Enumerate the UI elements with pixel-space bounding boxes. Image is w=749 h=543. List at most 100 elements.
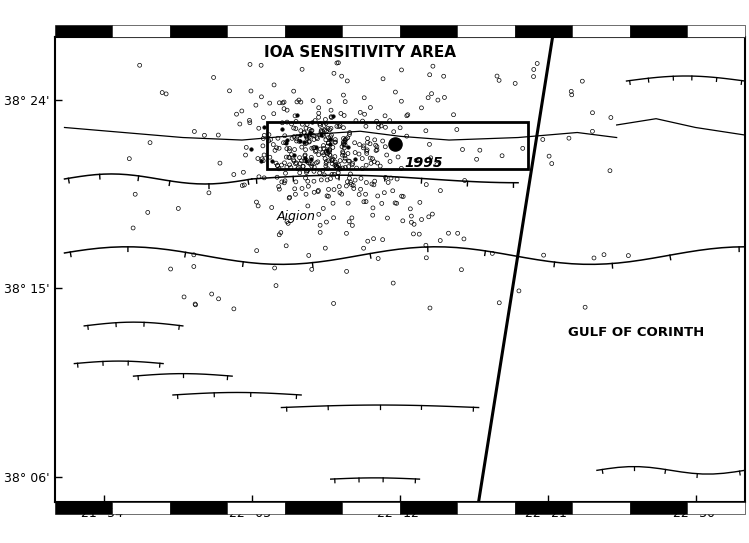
Point	[407, 230, 419, 238]
Point	[401, 110, 413, 119]
Point	[382, 178, 394, 187]
Point	[351, 164, 363, 173]
Point	[278, 98, 290, 106]
Point	[372, 123, 384, 132]
Point	[361, 149, 373, 158]
Point	[344, 128, 356, 137]
Point	[276, 124, 288, 133]
Point	[579, 303, 591, 312]
Point	[329, 157, 341, 166]
Point	[509, 79, 521, 88]
Point	[381, 214, 393, 223]
Point	[313, 109, 325, 117]
Point	[264, 153, 276, 162]
Point	[293, 163, 305, 172]
Point	[365, 159, 377, 168]
Point	[276, 178, 288, 186]
Point	[336, 72, 348, 80]
Point	[251, 247, 263, 255]
Point	[410, 156, 422, 165]
Point	[285, 150, 297, 159]
Point	[380, 173, 392, 182]
Point	[297, 162, 309, 171]
Point	[371, 146, 383, 154]
Point	[294, 136, 306, 145]
Point	[279, 138, 291, 147]
Point	[338, 91, 350, 99]
Point	[268, 80, 280, 89]
Point	[315, 145, 327, 154]
Point	[295, 127, 307, 135]
Point	[354, 108, 366, 117]
Point	[325, 112, 337, 121]
Point	[312, 187, 324, 196]
Point	[324, 174, 336, 183]
Point	[303, 125, 315, 134]
Point	[308, 177, 320, 186]
Point	[337, 123, 349, 132]
Point	[283, 144, 295, 153]
Point	[270, 143, 282, 152]
Point	[281, 135, 293, 144]
Point	[299, 156, 311, 165]
Point	[322, 124, 334, 133]
Point	[308, 131, 320, 140]
Point	[413, 230, 425, 238]
Point	[517, 144, 529, 153]
Point	[358, 142, 370, 150]
Point	[458, 176, 470, 185]
Point	[298, 129, 310, 137]
Point	[364, 140, 376, 148]
Point	[343, 217, 355, 226]
Point	[328, 170, 340, 179]
Bar	[688, 502, 745, 514]
Point	[319, 115, 331, 124]
Point	[438, 93, 450, 102]
Point	[294, 153, 306, 162]
Point	[362, 134, 374, 143]
Point	[388, 128, 400, 136]
Point	[321, 218, 333, 226]
Point	[189, 300, 201, 308]
Point	[300, 157, 312, 166]
Point	[395, 66, 407, 74]
Point	[250, 198, 262, 206]
Point	[257, 156, 269, 165]
Point	[324, 148, 336, 156]
Point	[308, 135, 320, 144]
Point	[295, 156, 307, 165]
Point	[281, 217, 293, 226]
Point	[127, 224, 139, 232]
Point	[424, 71, 436, 79]
Bar	[342, 502, 400, 514]
Point	[273, 182, 285, 191]
Point	[238, 181, 250, 190]
Point	[207, 73, 219, 82]
Point	[360, 178, 372, 187]
Point	[437, 72, 449, 80]
Point	[278, 104, 290, 113]
Point	[309, 143, 321, 152]
Point	[283, 147, 295, 155]
Point	[178, 293, 190, 301]
Point	[243, 116, 255, 125]
Point	[342, 77, 354, 85]
Point	[270, 159, 282, 167]
Point	[303, 159, 315, 167]
Bar	[342, 24, 400, 37]
Point	[293, 96, 305, 104]
Point	[273, 144, 285, 153]
Point	[334, 121, 346, 130]
Point	[422, 212, 434, 221]
Point	[427, 62, 439, 71]
Point	[384, 157, 396, 166]
Point	[253, 124, 265, 132]
Point	[357, 117, 369, 125]
Point	[339, 135, 351, 144]
Point	[257, 142, 269, 150]
Point	[340, 182, 352, 191]
Point	[305, 129, 317, 137]
Point	[348, 184, 360, 193]
Point	[273, 165, 285, 173]
Point	[256, 154, 268, 163]
